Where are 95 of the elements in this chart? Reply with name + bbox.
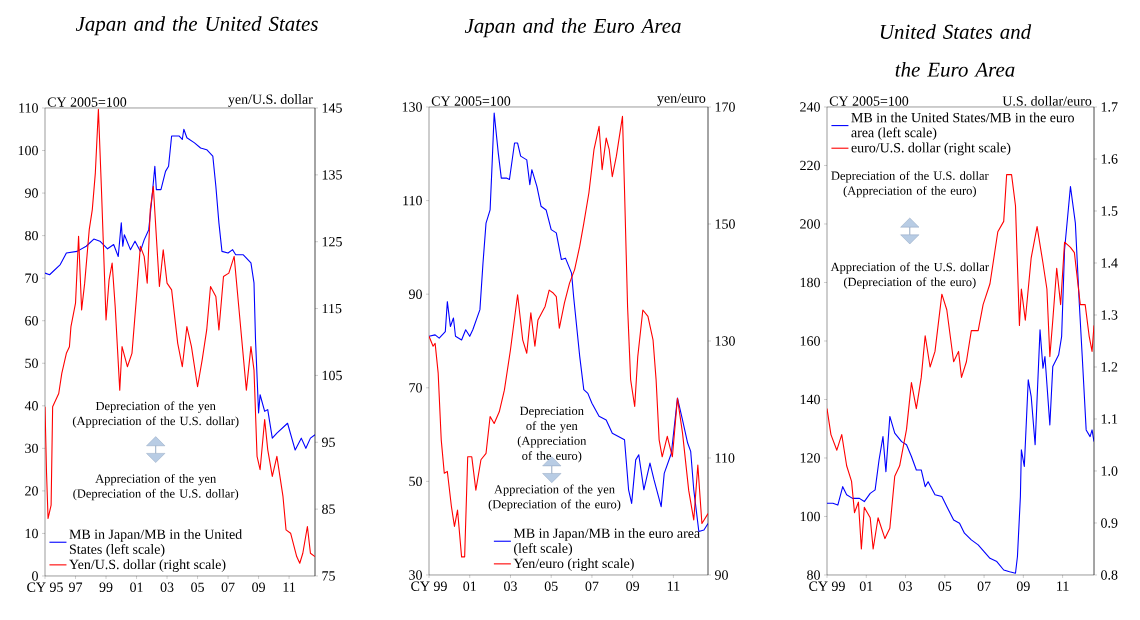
y-tick-label: 140 xyxy=(800,394,820,405)
annotation: Appreciation of the yen (Depreciation of the U.S. dollar) xyxy=(73,473,239,501)
legend-label: Yen/U.S. dollar (right scale) xyxy=(69,559,226,572)
y2-tick-label: 1.6 xyxy=(1101,154,1118,164)
y-tick-label: 240 xyxy=(800,102,820,112)
x-tick-label: CY 99 xyxy=(411,581,447,591)
y2-tick-label: 85 xyxy=(322,504,335,514)
legend-label: MB in the United States/MB in the euro area (left scale) xyxy=(851,112,1074,141)
x-tick-label: 03 xyxy=(504,581,517,591)
y2-tick-label: 125 xyxy=(322,237,342,247)
chart-title: Japan and the United States xyxy=(75,16,318,36)
y2-tick-label: 105 xyxy=(322,370,342,381)
x-tick-label: 09 xyxy=(626,581,640,591)
y2-axis-title: U.S. dollar/euro xyxy=(1002,95,1092,106)
y-tick-label: 110 xyxy=(19,103,38,113)
annotation: Depreciation of the U.S. dollar (Appreciation of the euro) xyxy=(831,171,989,198)
y2-tick-label: 130 xyxy=(715,336,735,346)
y-tick-label: 70 xyxy=(25,273,38,283)
x-tick-label: 01 xyxy=(463,581,476,591)
legend-label: Yen/euro (right scale) xyxy=(513,558,634,571)
y2-axis-title: yen/U.S. dollar xyxy=(228,94,313,107)
y2-axis-title: yen/euro xyxy=(657,93,706,106)
y-axis-title: CY 2005=100 xyxy=(47,97,127,107)
x-tick-label: 03 xyxy=(160,582,174,592)
line-series xyxy=(45,128,316,451)
y2-tick-label: 1.3 xyxy=(1101,310,1118,320)
x-tick-label: 09 xyxy=(252,582,265,592)
y-tick-label: 220 xyxy=(800,160,820,171)
x-tick-label: 99 xyxy=(99,582,113,592)
y-tick-label: 160 xyxy=(800,336,820,346)
y-tick-label: 50 xyxy=(25,358,38,368)
x-tick-label: CY 99 xyxy=(809,581,845,591)
y2-tick-label: 1.5 xyxy=(1101,206,1118,216)
y-tick-label: 30 xyxy=(25,443,38,454)
y2-tick-label: 1.0 xyxy=(1101,466,1118,476)
y-tick-label: 200 xyxy=(800,219,820,229)
x-tick-label: 07 xyxy=(585,581,599,591)
y2-tick-label: 1.2 xyxy=(1101,362,1118,372)
x-tick-label: 05 xyxy=(191,582,204,592)
y-tick-label: 80 xyxy=(25,230,38,241)
y2-tick-label: 170 xyxy=(715,102,735,112)
x-tick-label: 97 xyxy=(69,582,83,592)
y2-tick-label: 110 xyxy=(715,453,735,463)
y2-tick-label: 0.9 xyxy=(1101,518,1118,528)
y-tick-label: 100 xyxy=(800,511,820,522)
y-tick-label: 100 xyxy=(18,145,38,156)
y2-tick-label: 95 xyxy=(321,437,335,447)
x-tick-label: 07 xyxy=(221,582,235,592)
y-tick-label: 80 xyxy=(807,570,820,580)
legend-label: MB in Japan/MB in the euro area (left scale) xyxy=(513,528,700,556)
annotation: Depreciation of the yen (Appreciation of the U.S. dollar) xyxy=(72,401,239,428)
y2-tick-label: 115 xyxy=(322,303,342,314)
y-axis-title: CY 2005=100 xyxy=(431,96,511,106)
x-tick-label: 11 xyxy=(667,581,680,591)
legend-label: euro/U.S. dollar (right scale) xyxy=(851,142,1011,156)
chart-title: United States and the Euro Area xyxy=(880,24,1032,77)
x-tick-label: 05 xyxy=(544,581,558,591)
y-tick-label: 50 xyxy=(409,476,422,487)
annotation: Appreciation of the U.S. dollar (Depreciation of the euro) xyxy=(830,262,989,289)
y-tick-label: 30 xyxy=(409,570,422,580)
annotation: Depreciation of the yen (Appreciation of the euro) xyxy=(517,406,587,463)
x-tick-label: 03 xyxy=(899,581,912,591)
y-tick-label: 90 xyxy=(25,188,38,198)
y2-tick-label: 1.1 xyxy=(1101,414,1118,424)
x-tick-label: 07 xyxy=(977,581,991,591)
x-tick-label: CY 95 xyxy=(27,582,63,592)
y-tick-label: 90 xyxy=(409,289,422,299)
x-tick-label: 01 xyxy=(859,581,873,591)
y2-tick-label: 1.4 xyxy=(1101,258,1118,268)
x-tick-label: 11 xyxy=(283,582,295,592)
y-tick-label: 10 xyxy=(25,528,38,539)
y-axis-title: CY 2005=100 xyxy=(829,96,909,106)
y2-tick-label: 90 xyxy=(714,570,728,580)
x-tick-label: 01 xyxy=(130,582,143,592)
y-tick-label: 40 xyxy=(24,401,38,411)
y2-tick-label: 0.8 xyxy=(1101,570,1118,580)
y-tick-label: 120 xyxy=(800,453,820,463)
y-tick-label: 110 xyxy=(403,195,422,206)
y2-tick-label: 75 xyxy=(322,571,335,581)
x-tick-label: 09 xyxy=(1016,581,1030,591)
legend-label: MB in Japan/MB in the United States (left scale) xyxy=(69,529,243,557)
y-tick-label: 60 xyxy=(25,316,38,326)
x-tick-label: 11 xyxy=(1057,581,1069,591)
y2-tick-label: 135 xyxy=(322,170,342,180)
y2-tick-label: 150 xyxy=(715,219,735,229)
y2-tick-label: 1.7 xyxy=(1101,102,1118,112)
y-tick-label: 180 xyxy=(800,277,820,288)
y-tick-label: 0 xyxy=(32,571,38,581)
annotation: Appreciation of the yen (Depreciation of the euro) xyxy=(488,484,621,511)
x-tick-label: 05 xyxy=(938,581,952,591)
y2-tick-label: 145 xyxy=(322,103,342,113)
y-tick-label: 130 xyxy=(402,102,422,112)
y-tick-label: 20 xyxy=(25,486,38,496)
y-tick-label: 70 xyxy=(409,383,422,393)
chart-title: Japan and the Euro Area xyxy=(464,18,681,38)
